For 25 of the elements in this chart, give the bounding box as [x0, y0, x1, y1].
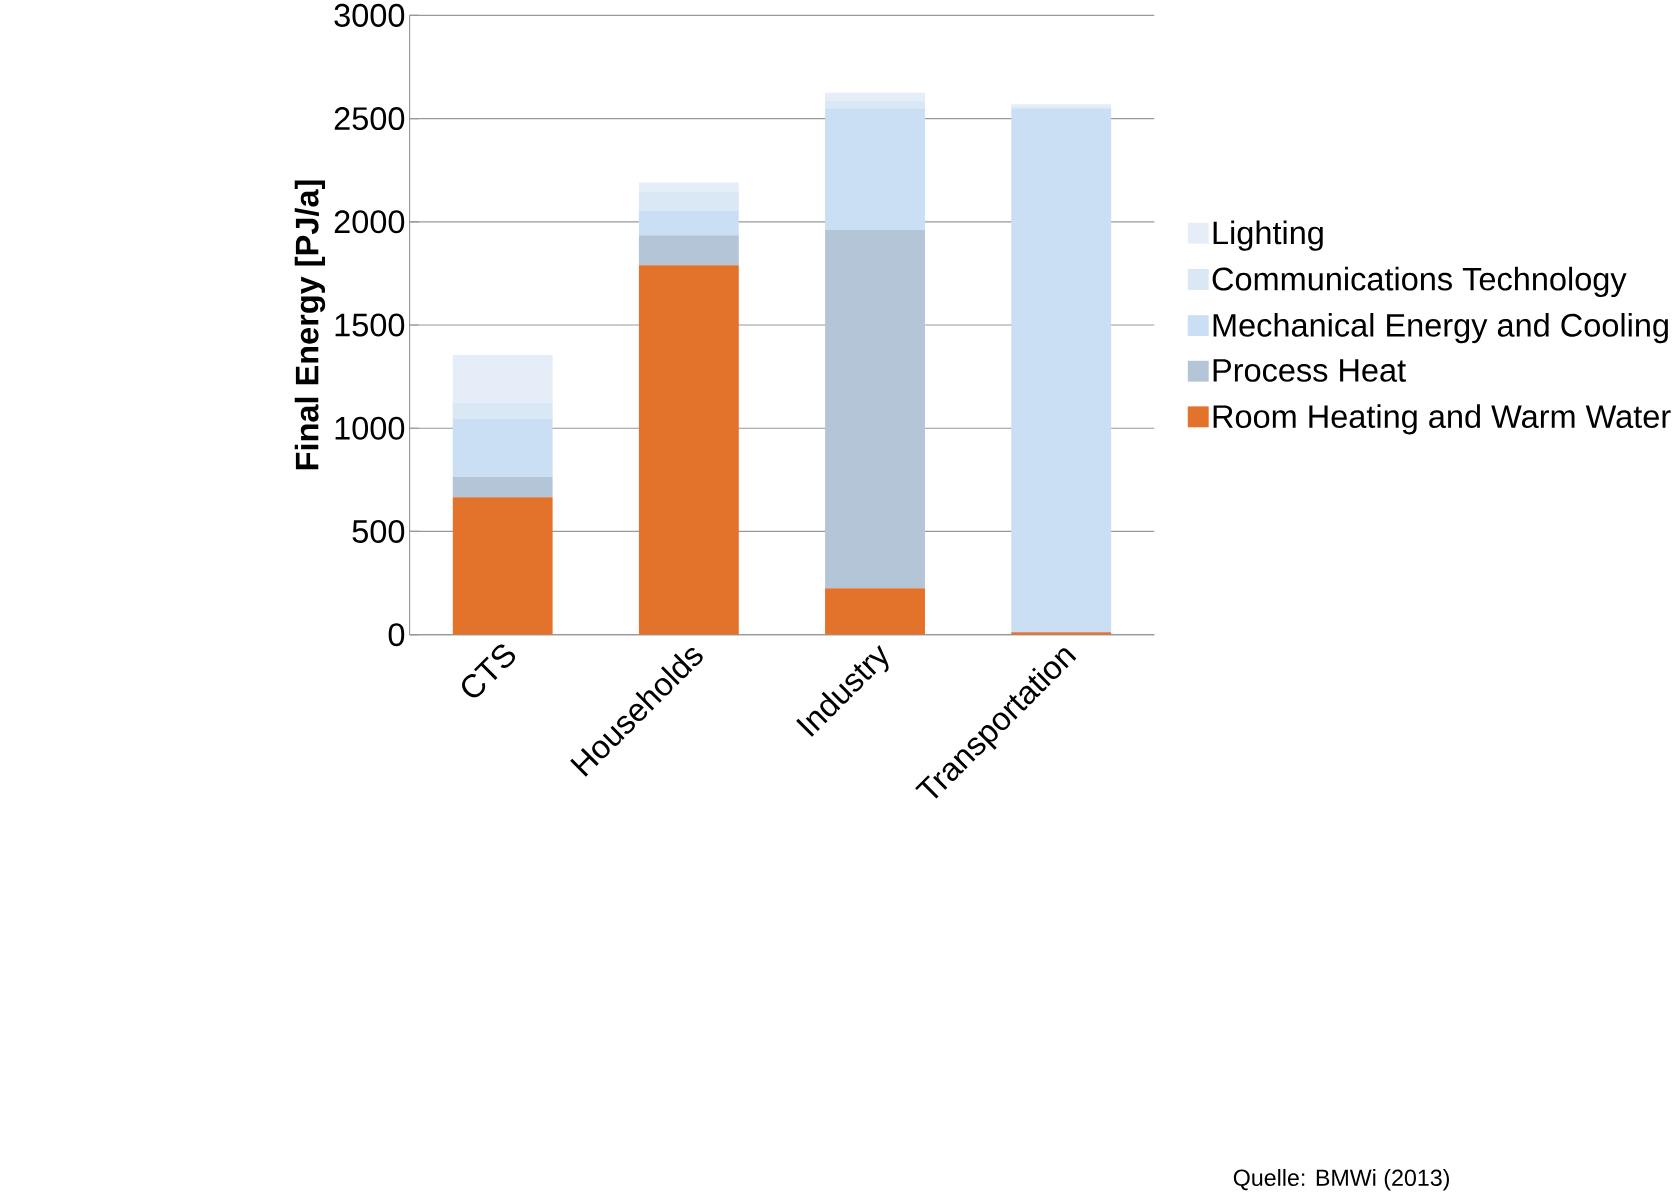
bar	[452, 418, 553, 477]
legend-label: Lighting	[1213, 220, 1323, 251]
y-axis-title: Final Energy [PJ/a]	[294, 180, 326, 470]
y-tick-label: 3000	[334, 3, 405, 27]
legend-label: Communications Technology	[1212, 266, 1627, 297]
bar	[452, 476, 553, 498]
bar	[452, 497, 553, 635]
bar	[638, 210, 739, 236]
bar	[638, 265, 739, 635]
legend-label: Process Heat	[1213, 359, 1406, 382]
x-tick-label: CTS	[462, 644, 516, 698]
y-tick-label: 1500	[335, 313, 405, 337]
y-tick-label: 500	[352, 519, 405, 543]
y-tick-label: 2000	[334, 210, 405, 234]
y-tick-label: 2500	[334, 106, 405, 130]
y-tick-label: 0	[388, 623, 405, 647]
legend-label: Mechanical Energy and Cooling	[1213, 312, 1668, 344]
legend-label: Room Heating and Warm Water	[1213, 404, 1671, 435]
bar	[825, 588, 925, 635]
bar	[825, 229, 925, 589]
y-tick-label: 1000	[335, 416, 405, 440]
bar	[1011, 108, 1112, 633]
bar	[638, 235, 739, 266]
source-note: Quelle: BMWi (2013)	[1233, 1168, 1449, 1191]
bar	[825, 108, 925, 230]
